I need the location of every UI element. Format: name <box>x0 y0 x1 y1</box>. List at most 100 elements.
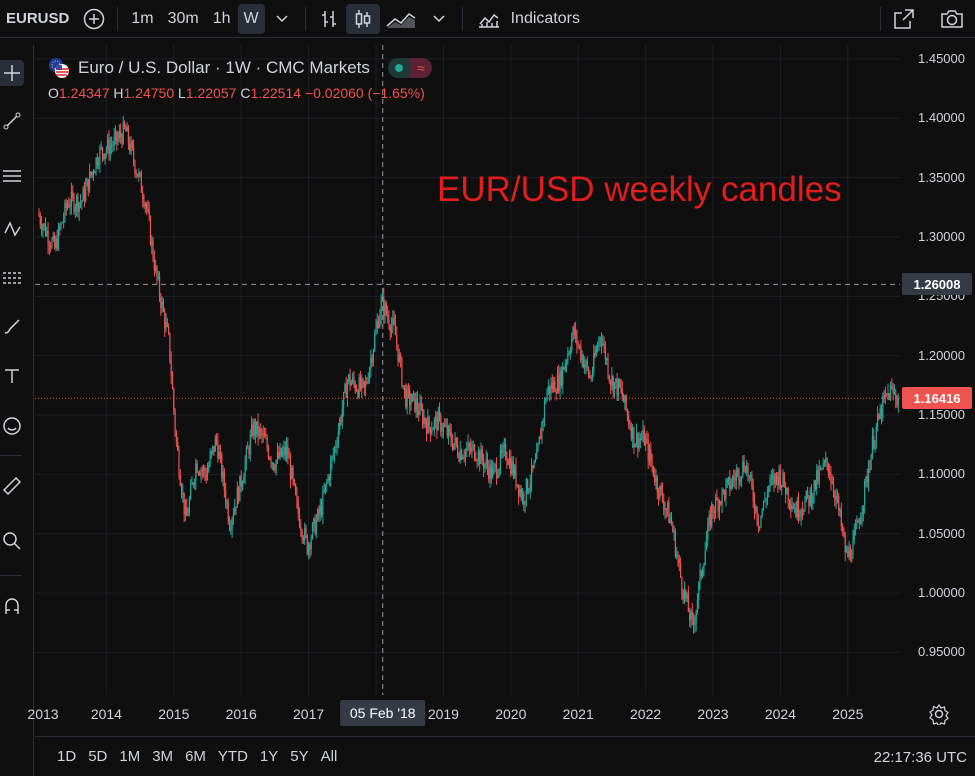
magnet-tool[interactable] <box>0 593 24 619</box>
candle-body <box>327 476 329 483</box>
candle-body <box>519 488 521 496</box>
candle-body <box>305 527 307 536</box>
candle-body <box>689 611 691 621</box>
candle-body <box>670 518 673 524</box>
candle-body <box>155 266 157 271</box>
time-tick-label: 2017 <box>293 706 325 722</box>
candle-body <box>289 458 292 480</box>
candle-body <box>432 428 434 431</box>
chart-annotation-text[interactable]: EUR/USD weekly candles <box>437 170 842 209</box>
price-chart[interactable] <box>35 45 900 695</box>
candle-body <box>361 378 363 389</box>
candle-body <box>210 451 212 455</box>
toolbar-divider <box>117 6 119 31</box>
candle-body <box>131 141 133 148</box>
candle-body <box>57 226 60 249</box>
bar-style-button[interactable] <box>312 4 346 34</box>
trend-line-tool[interactable] <box>0 108 24 134</box>
area-style-button[interactable] <box>380 4 422 34</box>
candle-body <box>528 489 530 493</box>
candle-body <box>349 374 351 386</box>
candle-body <box>669 518 671 523</box>
range-1y[interactable]: 1Y <box>259 748 279 765</box>
open-label: O <box>48 85 59 101</box>
range-5y[interactable]: 5Y <box>290 748 309 765</box>
candle-body <box>613 382 616 393</box>
range-5d[interactable]: 5D <box>88 748 108 765</box>
candle-body <box>823 462 826 464</box>
price-axis[interactable]: 1.45000 1.40000 1.35000 1.30000 1.25000 1.200… <box>900 45 975 695</box>
time-axis[interactable]: 2013 2014 2015 2016 2017 2019 2020 2021 2022 2023… <box>27 700 900 728</box>
screenshot-button[interactable] <box>935 4 969 34</box>
price-tick-label: 1.45000 <box>918 50 965 66</box>
candle-body <box>594 353 596 356</box>
candle-body <box>674 531 677 557</box>
chevron-down-icon <box>433 14 445 22</box>
compare-add-button[interactable] <box>77 4 111 34</box>
candle-body <box>48 244 50 247</box>
candle-body <box>243 477 245 483</box>
indicators-button[interactable]: Indicators <box>469 4 588 34</box>
range-6m[interactable]: 6M <box>185 748 206 765</box>
range-1m[interactable]: 1M <box>119 748 141 765</box>
candle-body <box>473 444 476 460</box>
fib-tool[interactable] <box>0 163 24 189</box>
text-tool[interactable] <box>0 363 24 389</box>
candle-body <box>260 428 262 432</box>
utc-clock[interactable]: 22:17:36 UTC <box>873 749 967 766</box>
candle-body <box>446 425 448 437</box>
trend-line-icon <box>3 112 21 130</box>
candle-body <box>309 544 311 550</box>
chart-settings-button[interactable] <box>928 703 950 728</box>
pattern-tool[interactable] <box>0 215 24 241</box>
candle-body <box>696 600 699 611</box>
candle-body <box>690 611 692 621</box>
candle-body <box>365 381 367 388</box>
camera-icon <box>941 9 963 28</box>
popout-button[interactable] <box>887 4 921 34</box>
range-1d[interactable]: 1D <box>57 748 77 765</box>
candle-body <box>604 344 607 360</box>
chart-type-dropdown[interactable] <box>422 4 456 34</box>
candle-body <box>466 448 468 451</box>
ruler-tool[interactable] <box>0 473 24 499</box>
projection-tool[interactable] <box>0 265 24 291</box>
emoji-tool[interactable] <box>0 413 24 439</box>
candle-body <box>532 465 534 468</box>
brush-tool[interactable] <box>0 313 24 339</box>
interval-1h[interactable]: 1h <box>212 9 231 27</box>
bars-icon <box>321 10 336 27</box>
candle-body <box>783 473 785 487</box>
candle-body <box>108 138 110 155</box>
candle-body <box>844 535 846 553</box>
range-3m[interactable]: 3M <box>152 748 174 765</box>
candle-body <box>337 430 340 445</box>
candle-body <box>244 462 246 478</box>
candle-body <box>795 508 797 517</box>
candles-style-button[interactable] <box>345 3 380 34</box>
range-all[interactable]: All <box>320 748 338 765</box>
candle-body <box>656 476 658 492</box>
interval-1m[interactable]: 1m <box>131 9 154 27</box>
range-ytd[interactable]: YTD <box>217 748 248 765</box>
interval-w[interactable]: W <box>237 3 265 34</box>
candle-body <box>510 457 512 474</box>
toolbar-divider <box>461 6 463 31</box>
candle-body <box>199 472 201 476</box>
symbol-search-button[interactable]: EURUSD <box>6 10 70 27</box>
candle-body <box>295 484 297 495</box>
candle-body <box>791 506 793 509</box>
zoom-tool[interactable] <box>0 528 24 554</box>
candle-body <box>149 217 152 245</box>
market-status[interactable]: ≈ <box>387 58 432 78</box>
interval-30m[interactable]: 30m <box>167 9 199 27</box>
interval-dropdown[interactable] <box>265 4 299 34</box>
candle-body <box>663 500 665 511</box>
candle-body <box>599 337 601 339</box>
candle-body <box>144 203 146 206</box>
crosshair-tool[interactable] <box>0 60 24 86</box>
candle-body <box>235 506 237 508</box>
candle-body <box>654 475 656 483</box>
candle-body <box>812 496 814 504</box>
market-open-icon <box>387 58 410 78</box>
